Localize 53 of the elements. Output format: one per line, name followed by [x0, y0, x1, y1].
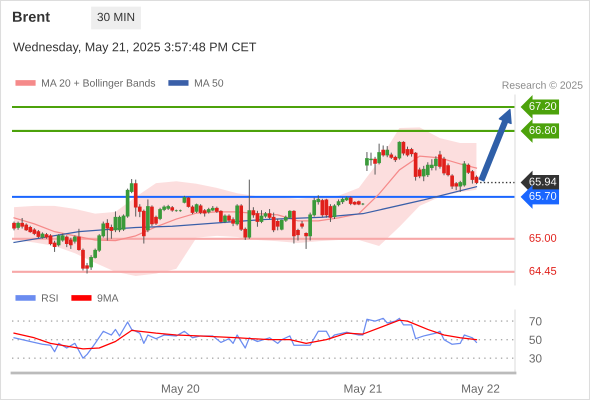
candlestick — [365, 152, 369, 172]
candlestick — [20, 218, 24, 229]
y-tick-label: 30 — [529, 354, 542, 363]
legend-label: MA 20 + Bollinger Bands — [42, 79, 156, 89]
candlestick — [369, 152, 373, 166]
candlestick — [64, 235, 69, 248]
candlestick — [304, 232, 308, 249]
candlestick — [105, 219, 110, 241]
line-series — [13, 318, 478, 359]
x-tick-label: May 22 — [462, 384, 500, 396]
ref-line-label: 65.94 — [529, 178, 556, 186]
ref-line-label: 65.70 — [529, 192, 556, 200]
candlestick — [68, 238, 73, 249]
candlestick — [235, 204, 239, 226]
candlestick — [150, 205, 154, 226]
line-series — [13, 320, 478, 350]
candlestick — [385, 146, 390, 158]
candlestick — [402, 141, 406, 156]
x-tick-label: May 20 — [162, 384, 200, 396]
candlestick — [256, 210, 260, 227]
candlestick — [377, 144, 381, 164]
text: Research © 2025 — [502, 81, 583, 89]
y-tick-label: 70 — [529, 317, 542, 326]
candlestick — [272, 212, 276, 232]
x-tick-label: May 21 — [344, 384, 382, 396]
text: 30 MIN — [97, 12, 134, 22]
legend-label: 9MA — [98, 294, 118, 302]
chart-subtitle: Wednesday, May 21, 2025 3:57:48 PM CET — [13, 42, 256, 54]
candlestick — [398, 141, 402, 160]
candlestick — [134, 180, 138, 217]
ref-line-label: 66.80 — [529, 126, 556, 134]
candlestick — [324, 198, 328, 218]
candlestick — [260, 210, 264, 224]
chart-title: Brent — [12, 12, 50, 22]
candlestick — [381, 145, 386, 157]
legend-label: MA 50 — [194, 79, 224, 87]
y-tick-label: 50 — [529, 336, 542, 344]
candlestick — [219, 210, 223, 224]
candlestick — [422, 166, 426, 182]
candlestick — [252, 207, 256, 218]
candlestick — [426, 162, 430, 177]
candlestick — [462, 161, 466, 187]
candlestick — [276, 218, 280, 230]
candlestick — [280, 220, 284, 230]
candlestick — [118, 216, 122, 232]
candlestick — [56, 234, 60, 247]
candlestick — [434, 156, 438, 170]
ref-line-label: 67.20 — [529, 102, 556, 110]
legend-label: RSI — [42, 294, 58, 302]
candlestick — [414, 152, 418, 181]
ref-line-label: 64.45 — [529, 266, 556, 275]
ref-line-label: 65.00 — [529, 234, 556, 242]
candlestick — [320, 198, 324, 218]
